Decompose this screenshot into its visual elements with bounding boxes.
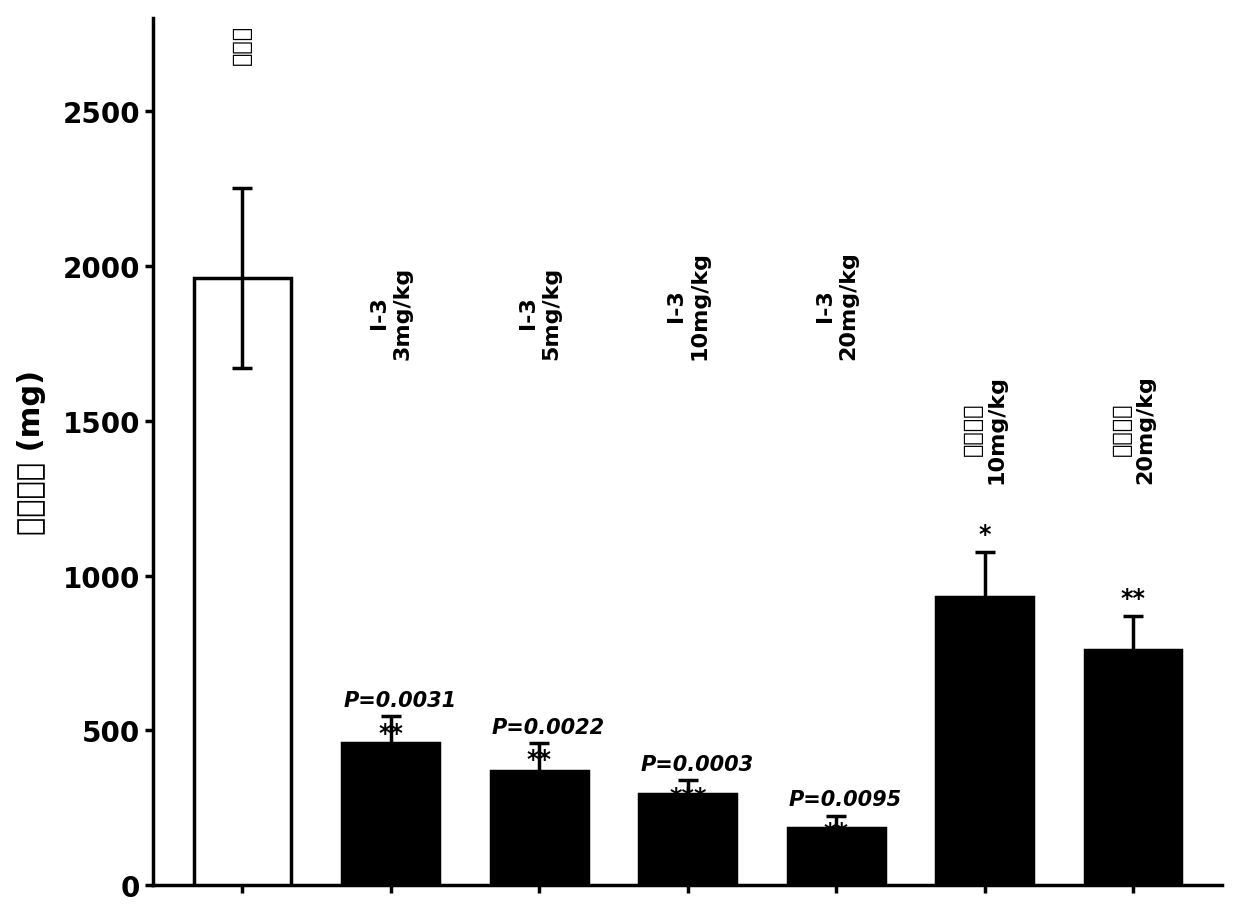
Bar	[195, 278, 290, 885]
Text: 卡博普尼
20mg/kg: 卡博普尼 20mg/kg	[1111, 374, 1155, 483]
Bar	[937, 597, 1033, 885]
Text: 卡博普尼
10mg/kg: 卡博普尼 10mg/kg	[963, 374, 1006, 483]
Bar	[491, 771, 587, 885]
Text: I-3
20mg/kg: I-3 20mg/kg	[814, 251, 857, 359]
Text: I-3
3mg/kg: I-3 3mg/kg	[369, 267, 413, 359]
Text: **: **	[1121, 586, 1146, 610]
Text: **: **	[824, 821, 849, 845]
Bar	[342, 743, 439, 885]
Bar	[1085, 650, 1182, 885]
Text: P=0.0031: P=0.0031	[343, 690, 456, 710]
Text: **: **	[527, 748, 551, 772]
Bar	[788, 828, 885, 885]
Text: 模型组: 模型组	[232, 25, 253, 65]
Bar	[639, 794, 736, 885]
Text: *: *	[979, 523, 991, 547]
Text: ***: ***	[669, 785, 706, 809]
Text: **: **	[378, 721, 403, 745]
Text: P=0.0003: P=0.0003	[641, 754, 753, 774]
Text: P=0.0095: P=0.0095	[789, 789, 902, 810]
Text: I-3
5mg/kg: I-3 5mg/kg	[518, 267, 561, 359]
Text: I-3
10mg/kg: I-3 10mg/kg	[667, 250, 710, 359]
Y-axis label: 肿瘤重量 (mg): 肿瘤重量 (mg)	[16, 369, 46, 535]
Text: P=0.0022: P=0.0022	[492, 717, 605, 737]
